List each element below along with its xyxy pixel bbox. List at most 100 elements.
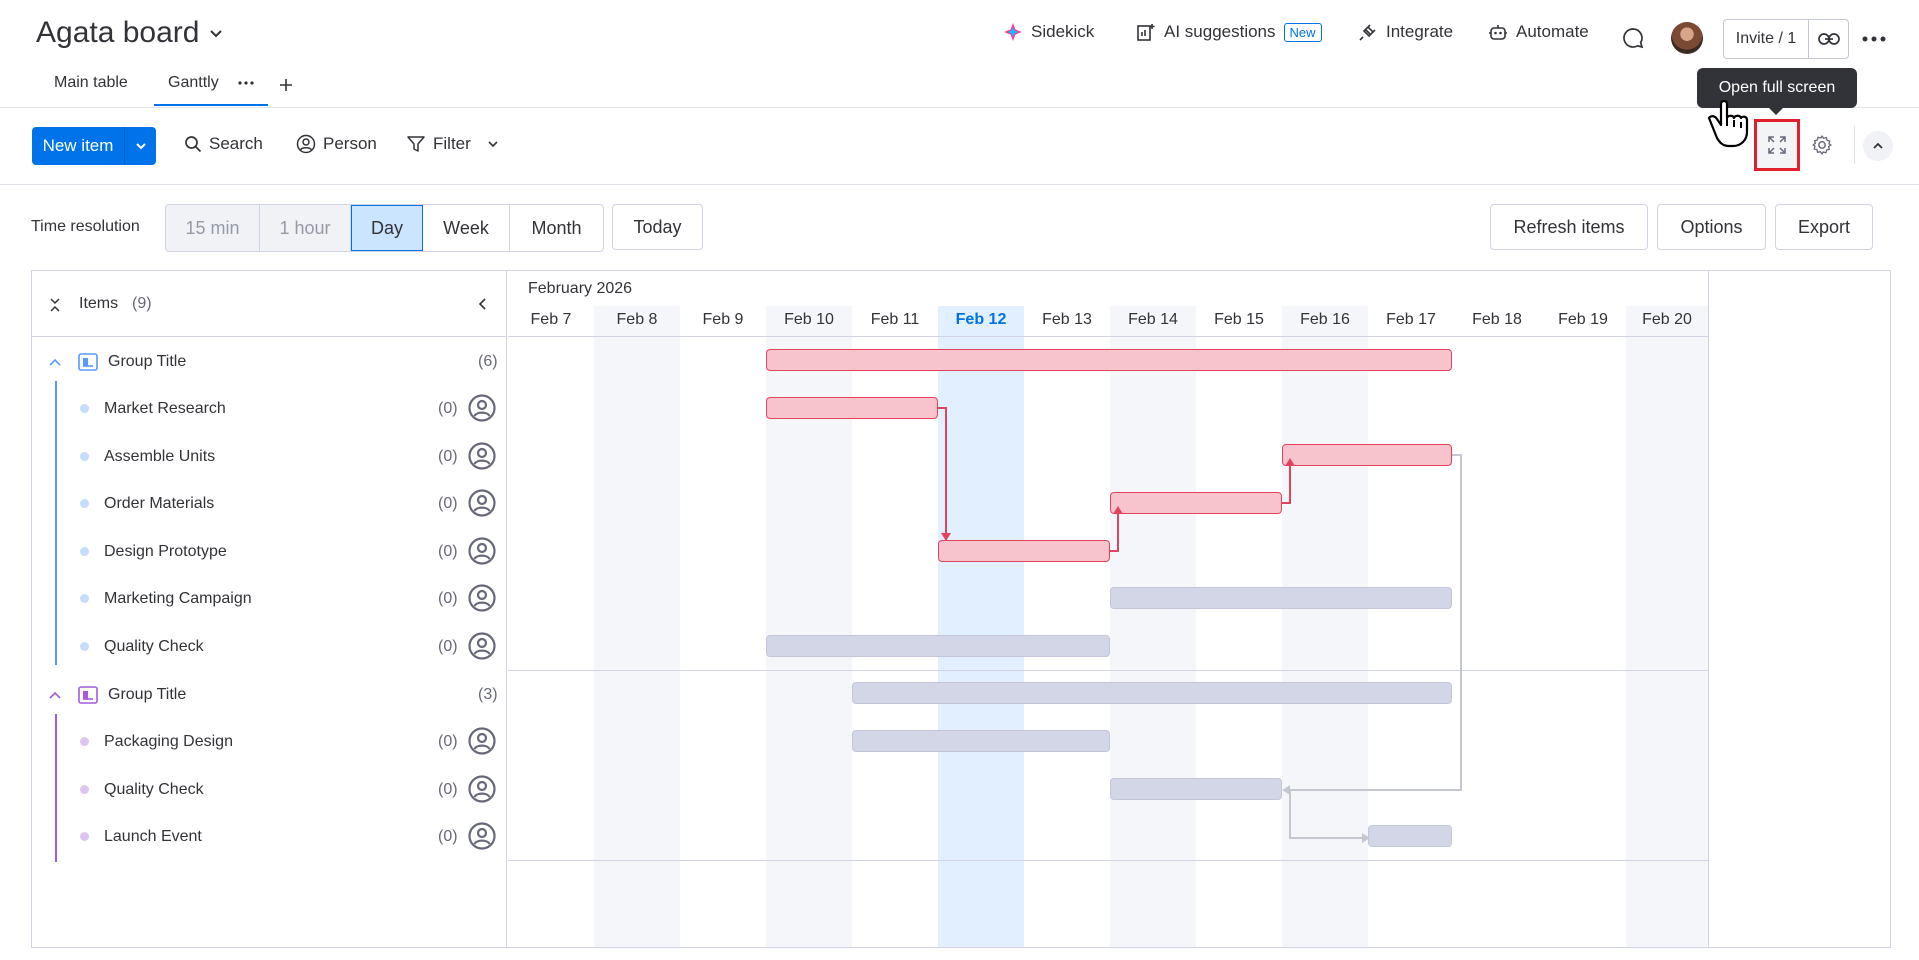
item-count: (0) xyxy=(438,400,458,417)
chevron-down-icon[interactable] xyxy=(207,24,225,42)
ai-suggestions-button[interactable]: AI suggestions New xyxy=(1136,22,1322,42)
person-icon xyxy=(468,775,496,803)
resolution-15min: 15 min xyxy=(166,205,260,251)
list-item[interactable]: Quality Check (0) xyxy=(32,770,507,810)
list-item[interactable]: Design Prototype (0) xyxy=(32,532,507,572)
chevron-down-icon xyxy=(134,139,148,153)
add-view-icon[interactable] xyxy=(279,78,293,92)
chevron-down-icon xyxy=(486,137,500,151)
items-count: (9) xyxy=(132,295,152,312)
list-item[interactable]: Quality Check (0) xyxy=(32,627,507,667)
gantt-bar-design-prototype[interactable] xyxy=(938,540,1110,562)
collapse-header-button[interactable] xyxy=(1863,131,1893,161)
item-count: (0) xyxy=(438,543,458,560)
search-button[interactable]: Search xyxy=(184,134,263,154)
person-icon xyxy=(296,134,316,154)
list-item[interactable]: Marketing Campaign (0) xyxy=(32,579,507,619)
item-count: (0) xyxy=(438,828,458,845)
timeline-end-line xyxy=(1708,271,1709,947)
gantt-bar-group-2[interactable] xyxy=(852,682,1452,704)
today-button[interactable]: Today xyxy=(612,204,703,250)
person-filter-button[interactable]: Person xyxy=(296,134,377,154)
new-item-label: New item xyxy=(32,127,125,165)
list-item[interactable]: Order Materials (0) xyxy=(32,484,507,524)
person-icon xyxy=(468,822,496,850)
list-item[interactable]: Packaging Design (0) xyxy=(32,722,507,762)
open-full-screen-button[interactable] xyxy=(1754,119,1800,171)
tab-main-table[interactable]: Main table xyxy=(54,74,128,91)
resolution-day[interactable]: Day xyxy=(351,205,423,251)
ai-suggestions-label: AI suggestions xyxy=(1164,22,1276,41)
automate-button[interactable]: Automate xyxy=(1488,22,1589,42)
chat-icon[interactable] xyxy=(1622,27,1644,49)
item-name: Marketing Campaign xyxy=(104,590,252,607)
resolution-week[interactable]: Week xyxy=(423,205,510,251)
status-dot xyxy=(80,547,89,556)
item-name: Design Prototype xyxy=(104,543,227,560)
gantt-bar-group-1[interactable] xyxy=(766,349,1452,371)
group-board-icon xyxy=(78,686,98,704)
item-name: Quality Check xyxy=(104,781,204,798)
integrate-button[interactable]: Integrate xyxy=(1358,22,1453,42)
group-title: Group Title xyxy=(108,353,187,370)
board-title-text: Agata board xyxy=(36,16,200,49)
weekend-column xyxy=(594,306,680,947)
gantt-bar-quality-check[interactable] xyxy=(766,635,1110,657)
more-options-icon[interactable] xyxy=(1862,36,1886,42)
filter-button[interactable]: Filter xyxy=(406,134,500,154)
list-item[interactable]: Market Research (0) xyxy=(32,389,507,429)
day-header: Feb 19 xyxy=(1558,311,1608,328)
gantt-bar-packaging-design[interactable] xyxy=(852,730,1110,752)
group-header[interactable]: Group Title xyxy=(48,353,186,371)
expand-icon xyxy=(1767,135,1787,155)
board-title[interactable]: Agata board xyxy=(36,16,225,50)
sidekick-button[interactable]: Sidekick xyxy=(1003,22,1094,42)
day-header: Feb 7 xyxy=(530,311,572,328)
export-button[interactable]: Export xyxy=(1775,204,1873,250)
tab-more-icon[interactable] xyxy=(238,81,254,85)
filter-label: Filter xyxy=(433,134,471,153)
list-item[interactable]: Assemble Units (0) xyxy=(32,437,507,477)
person-icon xyxy=(468,584,496,612)
collapse-all-icon[interactable] xyxy=(48,297,62,313)
robot-icon xyxy=(1488,22,1508,42)
person-label: Person xyxy=(323,134,377,153)
invite-button[interactable]: Invite / 1 xyxy=(1723,19,1849,59)
filter-icon xyxy=(406,134,426,154)
user-avatar[interactable] xyxy=(1671,22,1703,54)
ai-suggestions-icon xyxy=(1136,22,1156,42)
group-divider xyxy=(508,860,1708,861)
day-header: Feb 20 xyxy=(1642,311,1692,328)
gantt-bar-marketing-campaign[interactable] xyxy=(1110,587,1452,609)
new-item-dropdown[interactable] xyxy=(125,127,156,165)
resolution-month[interactable]: Month xyxy=(531,217,582,238)
person-icon xyxy=(468,394,496,422)
refresh-items-button[interactable]: Refresh items xyxy=(1490,204,1648,250)
group-line xyxy=(55,714,57,862)
copy-link-button[interactable] xyxy=(1809,20,1848,58)
item-count: (0) xyxy=(438,448,458,465)
gantt-bar-assemble-units[interactable] xyxy=(1282,444,1452,466)
gantt-bar-market-research[interactable] xyxy=(766,397,938,419)
tab-ganttly[interactable]: Ganttly xyxy=(168,74,219,91)
options-button[interactable]: Options xyxy=(1657,204,1766,250)
weekend-column xyxy=(1110,306,1196,947)
list-item[interactable]: Launch Event (0) xyxy=(32,817,507,857)
gantt-bar-order-materials[interactable] xyxy=(1110,492,1282,514)
new-item-button[interactable]: New item xyxy=(32,127,156,165)
integrate-label: Integrate xyxy=(1386,22,1454,41)
status-dot xyxy=(80,594,89,603)
group-count: (3) xyxy=(478,686,498,703)
gantt-bar-launch-event[interactable] xyxy=(1368,825,1452,847)
weekend-column xyxy=(1282,306,1368,947)
tabs-divider xyxy=(0,107,1919,108)
settings-gear-icon[interactable] xyxy=(1811,134,1833,156)
status-dot xyxy=(80,499,89,508)
toolbar-divider-line xyxy=(0,184,1919,185)
search-icon xyxy=(184,135,202,153)
item-name: Assemble Units xyxy=(104,448,216,465)
group-header[interactable]: Group Title xyxy=(48,686,186,704)
person-icon xyxy=(468,489,496,517)
gantt-bar-quality-check-2[interactable] xyxy=(1110,778,1282,800)
collapse-pane-icon[interactable] xyxy=(476,297,490,311)
